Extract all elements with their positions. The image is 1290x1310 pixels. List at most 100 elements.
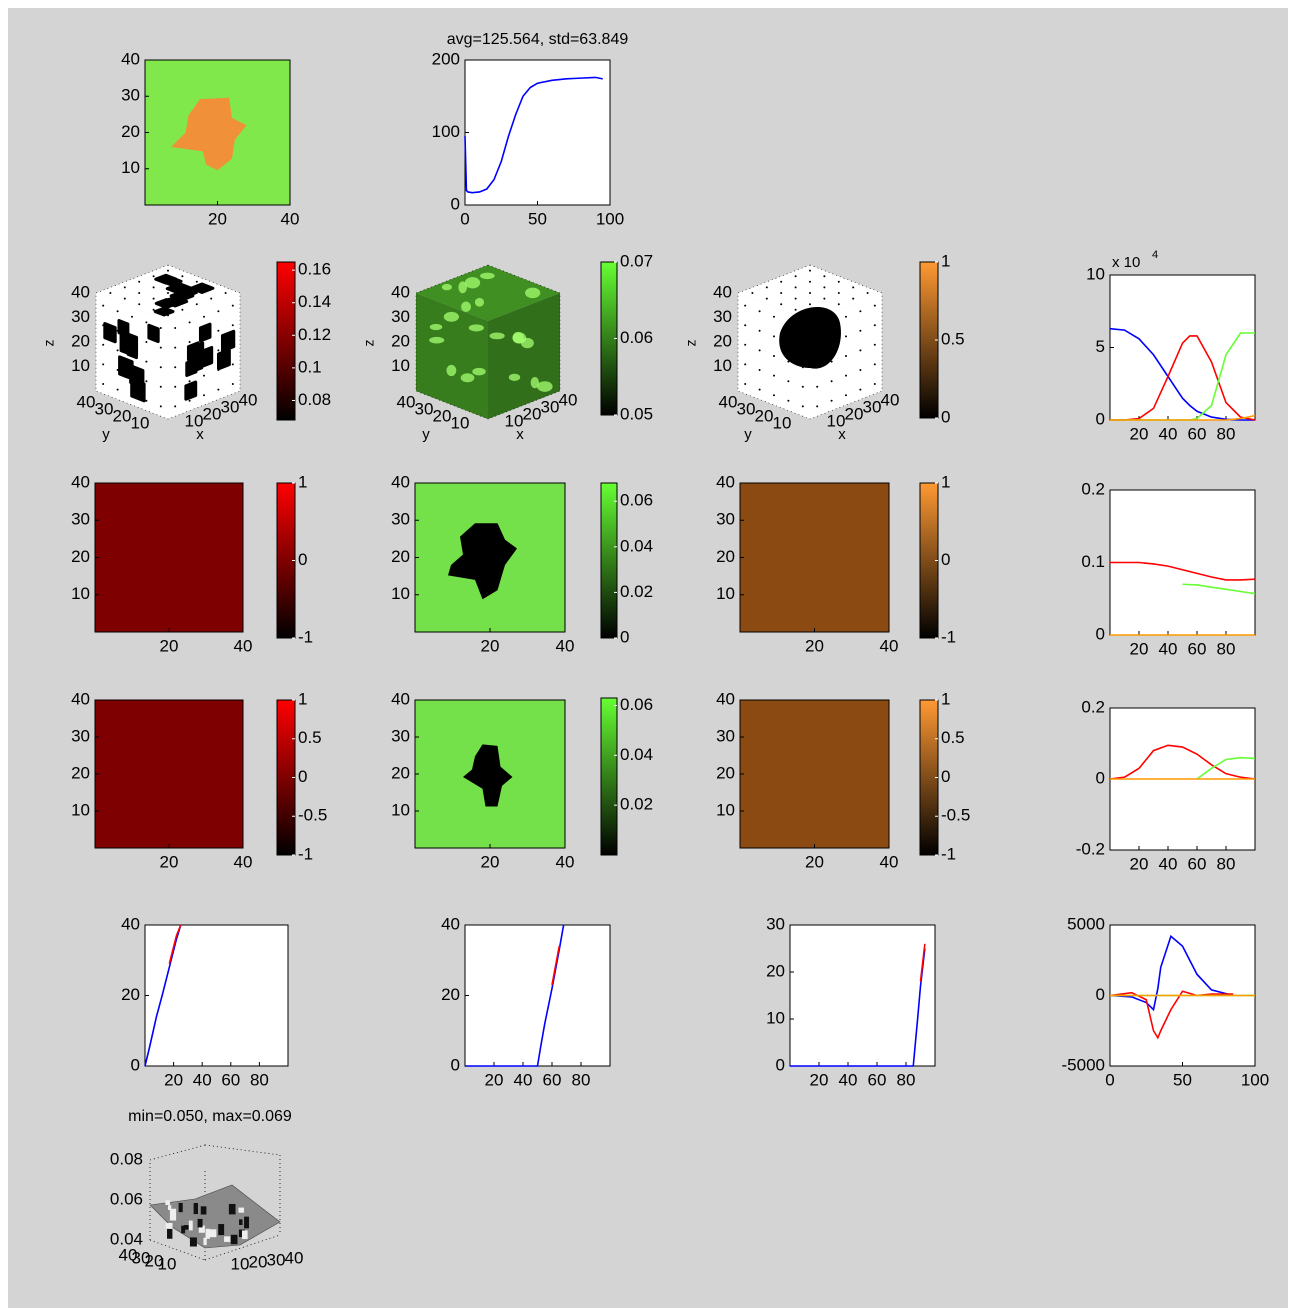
grid-dot xyxy=(152,297,155,300)
y-tick-label: 30 xyxy=(71,726,90,745)
y-tick-label: 40 xyxy=(719,392,738,411)
x-tick-label: 20 xyxy=(1130,639,1149,658)
y-tick-label: 10 xyxy=(71,584,90,603)
y-tick-label: 100 xyxy=(432,122,460,141)
grid-dot xyxy=(859,388,862,391)
y-tick-label: 10 xyxy=(121,158,140,177)
x-tick-label: 40 xyxy=(1159,639,1178,658)
y-tick-label: -0.2 xyxy=(1076,839,1105,858)
data-line xyxy=(1109,934,1234,1012)
grid-dot xyxy=(744,324,747,327)
cube-spot xyxy=(441,283,452,291)
grid-dot xyxy=(765,286,768,289)
grid-dot xyxy=(809,303,811,306)
cube-spot xyxy=(184,380,198,401)
grid-dot xyxy=(873,343,876,346)
grid-dot xyxy=(744,304,747,307)
grid-dot xyxy=(758,369,761,371)
data-line xyxy=(919,943,926,982)
y-tick-label: 0 xyxy=(131,1055,140,1074)
grid-dot xyxy=(837,292,840,294)
grid-dot xyxy=(174,405,177,408)
grid-dot xyxy=(801,385,804,388)
grid-dot xyxy=(145,321,148,324)
z-tick-label: 10 xyxy=(713,356,732,375)
x-tick-label: 10 xyxy=(827,411,846,430)
x-tick-label: 20 xyxy=(481,852,500,871)
y-tick-label: 40 xyxy=(716,472,735,491)
grid-dot xyxy=(758,349,761,352)
y-tick-label: 30 xyxy=(766,914,785,933)
grid-dot xyxy=(809,280,811,283)
cube-spot xyxy=(468,324,484,332)
grid-dot xyxy=(751,292,754,294)
surface-cell xyxy=(165,1200,170,1205)
x-tick-label: 30 xyxy=(221,397,240,416)
grid-dot xyxy=(203,374,205,377)
grid-dot xyxy=(188,380,191,383)
x-tick-label: 80 xyxy=(1217,854,1236,873)
cube-spot xyxy=(480,272,495,280)
grid-dot xyxy=(116,388,119,391)
grid-dot xyxy=(758,310,761,313)
grid-dot xyxy=(152,275,155,278)
grid-dot xyxy=(787,360,790,363)
grid-dot xyxy=(174,366,177,369)
grid-dot xyxy=(773,355,775,357)
y-tick-label: 30 xyxy=(71,510,90,529)
cube-spot xyxy=(189,282,215,295)
colorbar-tick-label: 0.16 xyxy=(298,260,331,279)
surface-cell xyxy=(230,1234,238,1245)
grid-dot xyxy=(873,383,876,385)
grid-dot xyxy=(231,363,234,366)
colorbar-tick-label: 0 xyxy=(941,407,950,426)
cube-spot xyxy=(443,311,460,322)
x-tick-label: 40 xyxy=(234,852,253,871)
y-tick-label: 0 xyxy=(451,1055,460,1074)
z-axis-label: z xyxy=(361,340,377,347)
x-tick-label: 20 xyxy=(810,1070,829,1089)
cube-spot xyxy=(220,329,236,353)
y-tick-label: 40 xyxy=(121,914,140,933)
surface-cell xyxy=(188,1220,193,1231)
z-tick-label: 30 xyxy=(391,307,410,326)
chart-title: avg=125.564, std=63.849 xyxy=(447,31,629,48)
x-tick-label: 60 xyxy=(1188,639,1207,658)
grid-dot xyxy=(773,374,775,377)
colorbar-tick-label: 0.02 xyxy=(620,795,653,814)
cube-spot xyxy=(474,297,485,307)
grid-dot xyxy=(866,292,869,294)
y-tick-label: 20 xyxy=(121,985,140,1004)
grid-dot xyxy=(217,310,220,313)
colorbar-tick-label: 0.06 xyxy=(620,328,653,347)
colorbar xyxy=(276,261,296,421)
y-tick-label: -5000 xyxy=(1062,1055,1105,1074)
colorbar-tick-label: -1 xyxy=(298,627,313,646)
cube-spot xyxy=(464,277,481,289)
grid-dot xyxy=(195,303,198,306)
grid-dot xyxy=(859,329,862,332)
y-tick-label: 10 xyxy=(766,1008,785,1027)
cube-outline xyxy=(737,264,883,420)
surface-cell xyxy=(167,1228,173,1239)
x-tick-label: 40 xyxy=(1159,854,1178,873)
cube-spot xyxy=(530,376,539,389)
colorbar-tick-label: 0.06 xyxy=(620,695,653,714)
grid-dot xyxy=(823,297,826,300)
y-tick-label: 40 xyxy=(77,392,96,411)
x-tick-label: 40 xyxy=(880,852,899,871)
grid-dot xyxy=(123,286,126,289)
y-tick-label: 20 xyxy=(766,961,785,980)
grid-dot xyxy=(809,269,811,272)
grid-dot xyxy=(174,346,177,349)
box-edge xyxy=(204,1144,281,1156)
x-tick-label: 80 xyxy=(572,1070,591,1089)
z-tick-label: 40 xyxy=(713,282,732,301)
cube-spot xyxy=(189,341,205,366)
y-tick-label: 30 xyxy=(95,399,114,418)
colorbar-tick-label: 0 xyxy=(298,767,307,786)
surface-cell xyxy=(183,1225,189,1230)
grid-dot xyxy=(203,394,205,397)
colorbar-tick-label: 0.12 xyxy=(298,325,331,344)
